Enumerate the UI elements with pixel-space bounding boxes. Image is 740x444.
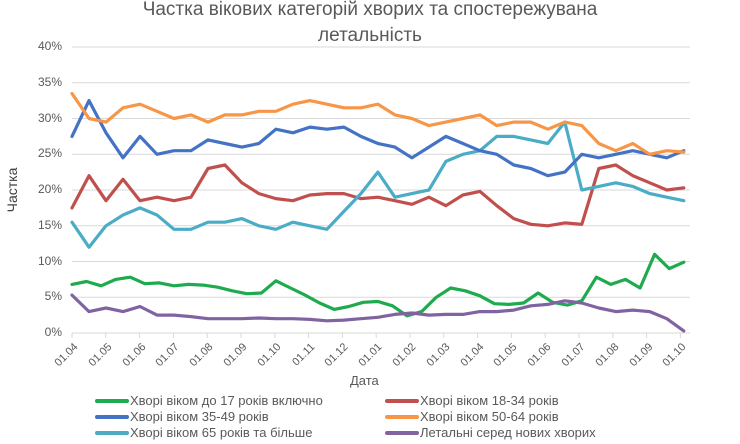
legend-label: Хворі віком 18-34 років: [420, 393, 559, 408]
y-tick-label: 10%: [37, 253, 62, 268]
legend-item-age-65-plus: Хворі віком 65 років та більше: [95, 425, 312, 440]
legend-item-age-0-17: Хворі віком до 17 років включно: [95, 393, 323, 408]
y-tick-label: 30%: [37, 110, 62, 125]
y-tick-label: 40%: [37, 39, 62, 53]
legend-label: Хворі віком 35-49 років: [130, 409, 269, 424]
series-line: [70, 163, 686, 228]
chart-title-line-1: Частка вікових категорій хворих та спост…: [142, 0, 598, 20]
y-tick-label: 35%: [37, 74, 62, 89]
legend-swatch: [385, 430, 419, 435]
series-line: [70, 91, 686, 156]
series-line: [70, 293, 686, 333]
legend-swatch: [95, 398, 129, 403]
legend-item-age-18-34: Хворі віком 18-34 років: [385, 393, 559, 408]
legend-item-age-50-64: Хворі віком 50-64 років: [385, 409, 559, 424]
legend-label: Хворі віком 50-64 років: [420, 409, 559, 424]
legend-swatch: [385, 398, 419, 403]
x-axis-title: Дата: [350, 373, 379, 388]
legend-swatch: [95, 430, 129, 435]
y-axis-title: Частка: [4, 167, 20, 213]
legend-label: Хворі віком до 17 років включно: [130, 393, 323, 408]
y-tick-label: 15%: [37, 217, 62, 232]
chart-title-line-2: летальність: [318, 25, 422, 46]
series-line: [70, 252, 686, 318]
legend-item-age-35-49: Хворі віком 35-49 років: [95, 409, 269, 424]
y-tick-label: 25%: [37, 146, 62, 161]
legend-swatch: [385, 414, 419, 419]
series-line: [70, 98, 686, 178]
y-tick-label: 0%: [44, 325, 62, 339]
legend-label: Хворі віком 65 років та більше: [130, 425, 313, 440]
y-tick-label: 5%: [44, 289, 62, 304]
legend-label: Летальні серед нових хворих: [420, 425, 596, 440]
legend-item-fatal: Летальні серед нових хворих: [385, 425, 596, 440]
y-tick-label: 20%: [37, 182, 62, 196]
series-line: [70, 120, 686, 249]
legend-swatch: [95, 414, 129, 419]
